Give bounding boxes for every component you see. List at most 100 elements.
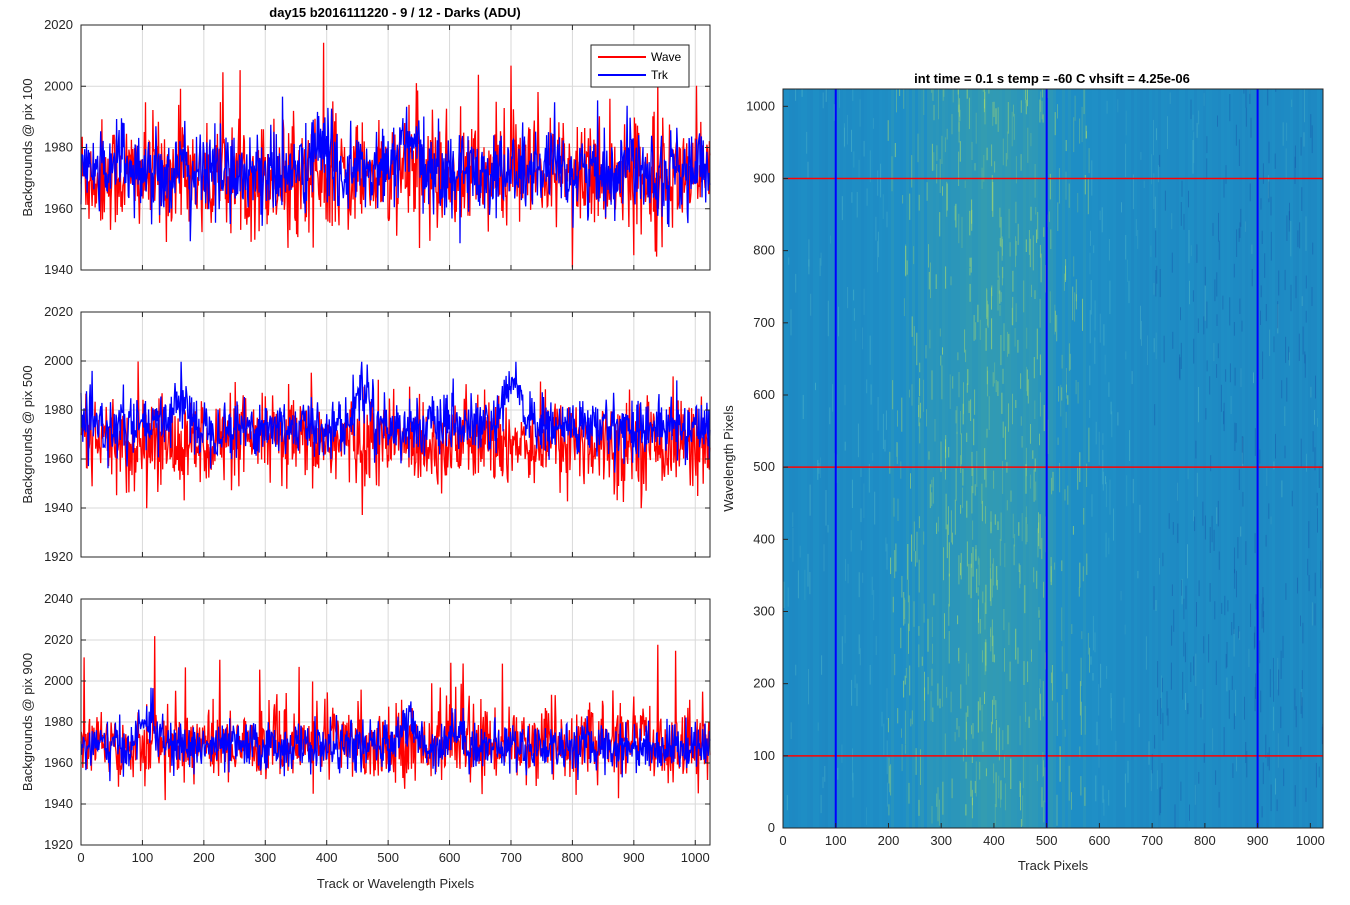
image-column	[1137, 89, 1140, 828]
image-column	[1134, 89, 1137, 828]
image-column	[930, 89, 933, 828]
image-column	[1089, 89, 1092, 828]
image-column	[1224, 89, 1227, 828]
image-column	[843, 89, 846, 828]
x-tick-label: 200	[878, 833, 900, 848]
x-axis-label: Track or Wavelength Pixels	[317, 876, 475, 891]
image-column	[1014, 89, 1017, 828]
image-column	[1026, 89, 1029, 828]
image-column	[1140, 89, 1143, 828]
image-column	[1002, 89, 1005, 828]
image-column	[1266, 89, 1269, 828]
image-column	[1005, 89, 1008, 828]
image-column	[1230, 89, 1233, 828]
y-tick-label: 100	[753, 748, 775, 763]
y-tick-label: 600	[753, 387, 775, 402]
image-column	[1023, 89, 1026, 828]
image-column	[1092, 89, 1095, 828]
image-title: int time = 0.1 s temp = -60 C vhsift = 4…	[914, 71, 1190, 86]
image-column	[813, 89, 816, 828]
image-column	[993, 89, 996, 828]
x-tick-label: 700	[500, 850, 522, 865]
image-column	[1116, 89, 1119, 828]
image-column	[1062, 89, 1065, 828]
x-tick-label: 0	[77, 850, 84, 865]
y-tick-label: 2020	[44, 304, 73, 319]
y-tick-label: 1920	[44, 837, 73, 852]
image-column	[921, 89, 924, 828]
image-column	[966, 89, 969, 828]
image-column	[1029, 89, 1032, 828]
image-column	[852, 89, 855, 828]
y-tick-label: 2020	[44, 17, 73, 32]
image-column	[1032, 89, 1035, 828]
image-column	[861, 89, 864, 828]
image-column	[1248, 89, 1251, 828]
image-column	[960, 89, 963, 828]
axes-box	[80, 311, 711, 558]
y-tick-label: 1980	[44, 402, 73, 417]
image-column	[1185, 89, 1188, 828]
image-column	[1068, 89, 1071, 828]
image-column	[828, 89, 831, 828]
image-column	[810, 89, 813, 828]
y-tick-label: 500	[753, 459, 775, 474]
y-tick-label: 0	[768, 820, 775, 835]
x-tick-label: 500	[1036, 833, 1058, 848]
image-column	[1053, 89, 1056, 828]
image-column	[1119, 89, 1122, 828]
x-tick-label: 400	[316, 850, 338, 865]
image-column	[1050, 89, 1053, 828]
image-column	[876, 89, 879, 828]
x-tick-label: 900	[623, 850, 645, 865]
series-line-trk	[80, 687, 711, 782]
series-line-trk	[80, 361, 711, 473]
image-column	[1305, 89, 1308, 828]
image-column	[1143, 89, 1146, 828]
image-column	[1269, 89, 1272, 828]
x-tick-label: 1000	[681, 850, 710, 865]
legend-label-wave: Wave	[651, 50, 682, 64]
y-tick-label: 200	[753, 676, 775, 691]
image-column	[795, 89, 798, 828]
image-column	[1176, 89, 1179, 828]
y-tick-label: 1920	[44, 549, 73, 564]
image-column	[894, 89, 897, 828]
image-column	[1287, 89, 1290, 828]
image-column	[1281, 89, 1284, 828]
y-tick-label: 2000	[44, 78, 73, 93]
image-column	[1191, 89, 1194, 828]
image-column	[936, 89, 939, 828]
image-column	[873, 89, 876, 828]
image-column	[1293, 89, 1296, 828]
image-column	[969, 89, 972, 828]
image-column	[912, 89, 915, 828]
image-column	[798, 89, 801, 828]
y-tick-label: 1940	[44, 262, 73, 277]
image-column	[1095, 89, 1098, 828]
image-column	[1074, 89, 1077, 828]
y-tick-label: 2040	[44, 591, 73, 606]
image-column	[1071, 89, 1074, 828]
x-tick-label: 0	[779, 833, 786, 848]
y-tick-label: 1000	[746, 98, 775, 113]
image-column	[915, 89, 918, 828]
image-column	[1182, 89, 1185, 828]
y-tick-label: 1980	[44, 714, 73, 729]
x-tick-label: 600	[1089, 833, 1111, 848]
x-tick-label: 800	[562, 850, 584, 865]
image-column	[1203, 89, 1206, 828]
image-column	[1260, 89, 1263, 828]
image-column	[1311, 89, 1314, 828]
image-column	[981, 89, 984, 828]
image-column	[1170, 89, 1173, 828]
image-column	[918, 89, 921, 828]
plot-pix500: 1920 1940 1960 1980 2000 2020 Backgrounds @ pi…	[20, 304, 711, 564]
image-column	[831, 89, 834, 828]
x-tick-label: 300	[930, 833, 952, 848]
image-column	[951, 89, 954, 828]
x-tick-label: 300	[254, 850, 276, 865]
image-column	[972, 89, 975, 828]
